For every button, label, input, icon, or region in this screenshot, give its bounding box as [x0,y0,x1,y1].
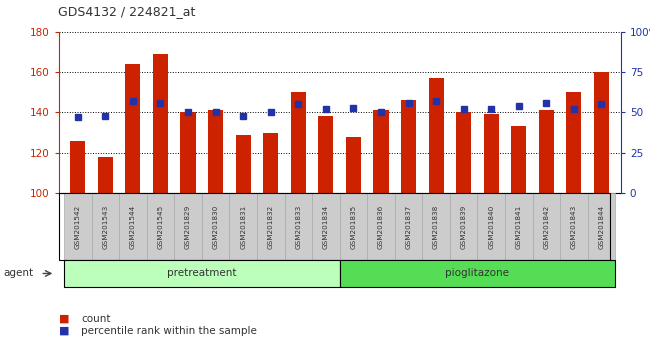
Bar [594,72,609,193]
Bar [318,116,333,193]
Text: GSM201834: GSM201834 [323,205,329,249]
Bar [291,92,306,193]
Bar [263,132,278,193]
Text: pretreatment: pretreatment [167,268,237,279]
Text: GSM201543: GSM201543 [102,205,109,249]
Text: GSM201829: GSM201829 [185,205,191,249]
Text: GSM201542: GSM201542 [75,205,81,249]
Bar [340,193,367,260]
Text: GSM201545: GSM201545 [157,205,164,249]
Bar [208,110,223,193]
Bar [202,193,229,260]
Text: GSM201544: GSM201544 [130,205,136,249]
Bar [147,193,174,260]
Bar [119,193,147,260]
Bar [92,193,119,260]
Bar [373,110,389,193]
Text: GSM201837: GSM201837 [406,205,411,249]
Text: GSM201831: GSM201831 [240,205,246,249]
Text: GSM201841: GSM201841 [515,205,522,249]
Text: ■: ■ [58,314,69,324]
Text: count: count [81,314,110,324]
Text: GSM201843: GSM201843 [571,205,577,249]
Text: percentile rank within the sample: percentile rank within the sample [81,326,257,336]
Bar [340,260,616,287]
Bar [428,78,444,193]
Text: GSM201833: GSM201833 [295,205,302,249]
Text: GSM201835: GSM201835 [350,205,356,249]
Bar [125,64,140,193]
Bar [450,193,478,260]
Text: GSM201838: GSM201838 [433,205,439,249]
Text: ■: ■ [58,326,69,336]
Bar [312,193,340,260]
Bar [285,193,312,260]
Bar [235,135,251,193]
Bar [505,193,532,260]
Bar [346,137,361,193]
Bar [181,113,196,193]
Bar [257,193,285,260]
Text: GSM201836: GSM201836 [378,205,384,249]
Bar [395,193,423,260]
Bar [174,193,202,260]
Bar [64,193,92,260]
Bar [153,54,168,193]
Bar [539,110,554,193]
Bar [422,193,450,260]
Bar [98,157,113,193]
Bar [70,141,85,193]
Bar [401,100,416,193]
Text: GSM201844: GSM201844 [599,205,604,249]
Bar [566,92,582,193]
Bar [456,113,471,193]
Bar [511,126,526,193]
Bar [588,193,616,260]
Text: agent: agent [3,268,33,279]
Bar [532,193,560,260]
Text: GSM201839: GSM201839 [461,205,467,249]
Text: GDS4132 / 224821_at: GDS4132 / 224821_at [58,5,196,18]
Text: GSM201840: GSM201840 [488,205,494,249]
Bar [484,114,499,193]
Text: GSM201830: GSM201830 [213,205,218,249]
Bar [478,193,505,260]
Bar [64,260,340,287]
Text: GSM201832: GSM201832 [268,205,274,249]
Text: GSM201842: GSM201842 [543,205,549,249]
Bar [367,193,395,260]
Text: pioglitazone: pioglitazone [445,268,510,279]
Bar [560,193,588,260]
Bar [229,193,257,260]
